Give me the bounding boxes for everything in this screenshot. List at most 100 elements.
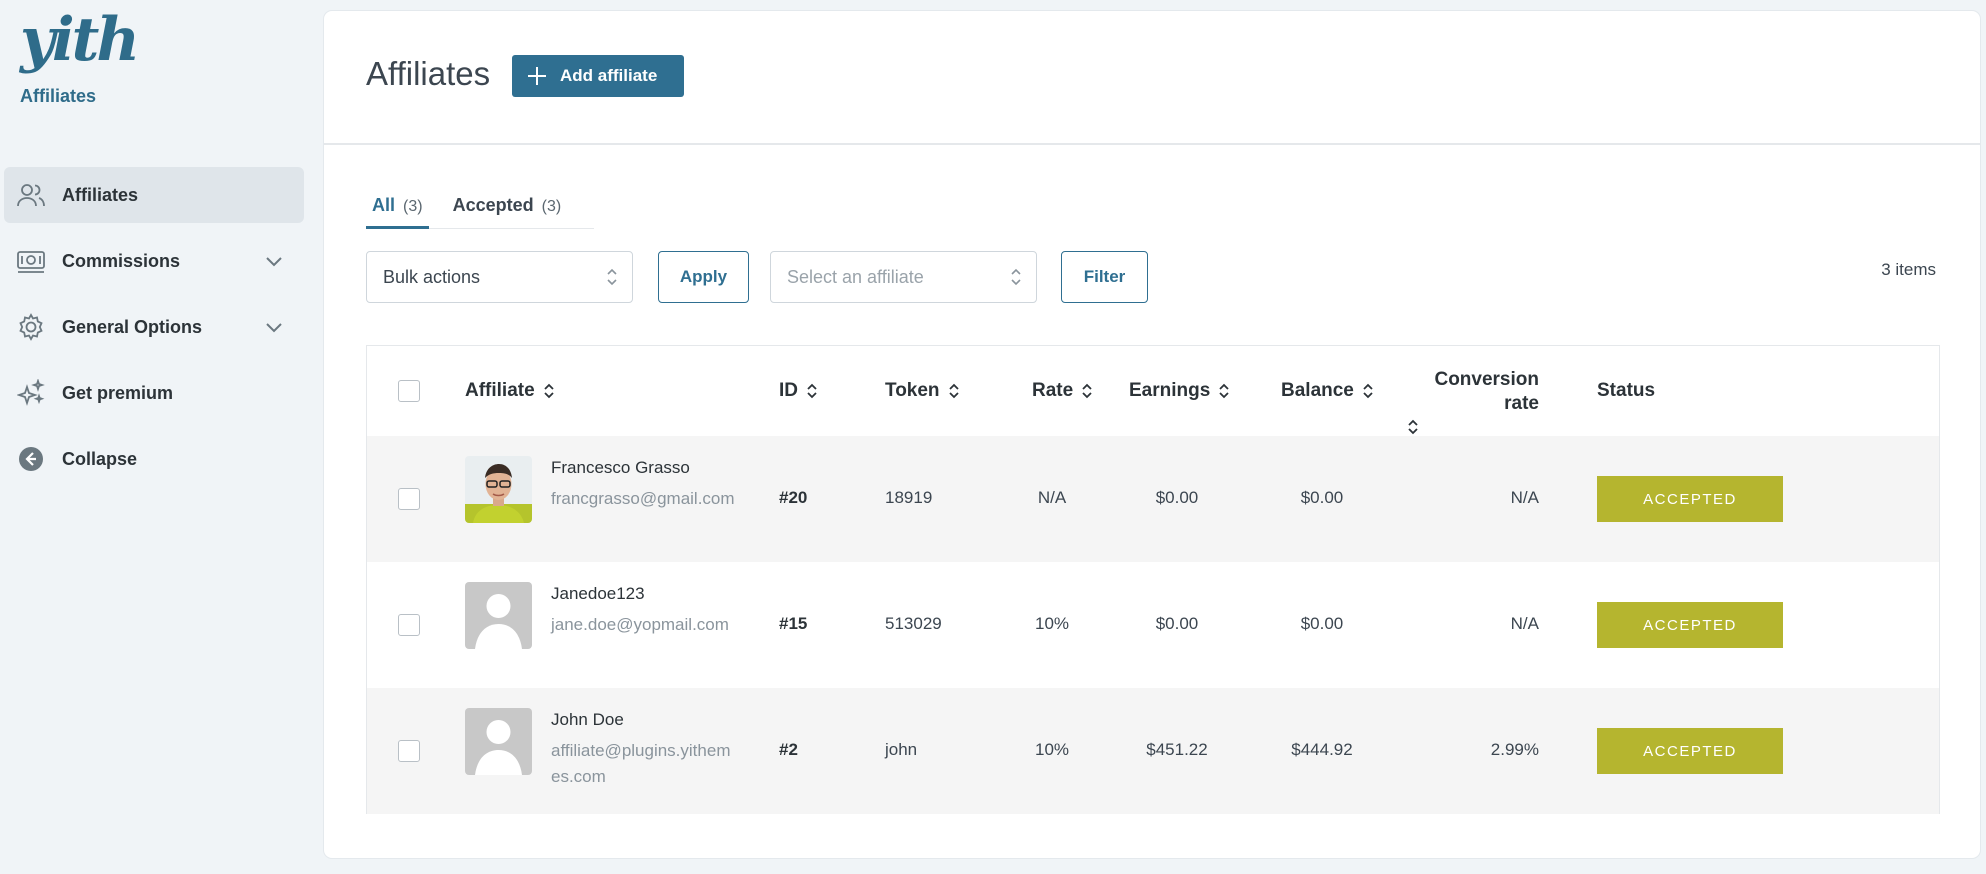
select-all-checkbox[interactable] <box>398 380 420 402</box>
items-count: 3 items <box>1881 260 1936 279</box>
column-rate[interactable]: Rate <box>1032 380 1093 402</box>
column-label: rate <box>1504 393 1539 414</box>
sidebar: yith Affiliates Affiliates Commissions <box>0 0 324 874</box>
affiliate-email: jane.doe@yopmail.com <box>551 615 729 634</box>
sort-icon <box>1407 418 1419 435</box>
column-token[interactable]: Token <box>885 380 960 402</box>
tabs: All (3) Accepted (3) <box>366 183 594 229</box>
row-checkbox[interactable] <box>398 614 420 636</box>
affiliate-email: francgrasso@gmail.com <box>551 489 735 508</box>
sort-icon <box>543 383 555 399</box>
avatar-default[interactable] <box>465 582 532 649</box>
column-label: Earnings <box>1129 380 1211 401</box>
column-affiliate[interactable]: Affiliate <box>465 380 555 402</box>
affiliate-earnings: $0.00 <box>1155 614 1199 633</box>
row-checkbox[interactable] <box>398 740 420 762</box>
page-title: Affiliates <box>366 55 491 92</box>
column-label: Affiliate <box>465 380 535 401</box>
affiliate-conversion: N/A <box>1510 614 1539 633</box>
users-icon <box>16 180 46 210</box>
gear-icon <box>16 312 46 342</box>
avatar-default[interactable] <box>465 708 532 775</box>
affiliate-token: 513029 <box>885 614 942 633</box>
table-row[interactable]: Francesco Grasso francgrasso@gmail.com #… <box>367 436 1939 562</box>
sidebar-item-collapse[interactable]: Collapse <box>4 431 304 487</box>
sidebar-item-get-premium[interactable]: Get premium <box>4 365 304 421</box>
affiliate-select[interactable]: Select an affiliate <box>770 251 1037 303</box>
main-panel: Affiliates Add affiliate All (3) Accepte… <box>324 11 1980 858</box>
affiliate-email: affiliate@plugins.yithemes.com <box>551 741 731 786</box>
logo-text: yith <box>20 5 140 75</box>
chevron-down-icon[interactable] <box>264 251 284 271</box>
add-affiliate-label: Add affiliate <box>560 66 658 85</box>
chevron-down-icon[interactable] <box>264 317 284 337</box>
sidebar-item-label: Commissions <box>62 250 181 271</box>
sort-icon <box>1218 383 1230 399</box>
filter-button[interactable]: Filter <box>1061 251 1148 303</box>
sort-icon <box>948 383 960 399</box>
sidebar-item-label: Get premium <box>62 382 174 403</box>
sidebar-item-general-options[interactable]: General Options <box>4 299 304 355</box>
tab-count: (3) <box>541 198 562 215</box>
affiliate-balance: $444.92 <box>1291 740 1353 759</box>
affiliates-table: Affiliate ID Token Rate Earnings Balance <box>366 345 1940 814</box>
sidebar-item-label: Collapse <box>62 448 138 469</box>
tab-label: Accepted <box>452 195 534 215</box>
affiliate-earnings: $0.00 <box>1155 488 1199 507</box>
affiliate-name[interactable]: Janedoe123 <box>551 584 645 603</box>
affiliate-id: #2 <box>779 740 798 759</box>
affiliate-earnings: $451.22 <box>1146 740 1208 759</box>
sort-icon <box>1081 383 1093 399</box>
select-arrows-icon <box>606 266 618 288</box>
sort-icon <box>1362 383 1374 399</box>
affiliate-name[interactable]: Francesco Grasso <box>551 458 690 477</box>
affiliate-rate: 10% <box>1034 614 1070 633</box>
affiliate-balance: $0.00 <box>1300 488 1344 507</box>
affiliate-conversion: N/A <box>1510 488 1539 507</box>
affiliate-id: #20 <box>779 488 808 507</box>
bulk-actions-select[interactable]: Bulk actions <box>366 251 633 303</box>
sidebar-nav: Affiliates Commissions General Option <box>4 167 304 497</box>
sidebar-item-commissions[interactable]: Commissions <box>4 233 304 289</box>
table-header: Affiliate ID Token Rate Earnings Balance <box>367 346 1939 436</box>
column-status: Status <box>1597 380 1655 402</box>
money-icon <box>16 246 46 276</box>
tab-label: All <box>372 195 396 215</box>
affiliate-name[interactable]: John Doe <box>551 710 624 729</box>
table-row[interactable]: Janedoe123 jane.doe@yopmail.com #15 5130… <box>367 562 1939 688</box>
apply-button[interactable]: Apply <box>658 251 749 303</box>
affiliate-conversion: 2.99% <box>1490 740 1539 759</box>
affiliate-token: john <box>885 740 918 759</box>
affiliate-select-placeholder: Select an affiliate <box>787 266 924 287</box>
plus-icon <box>528 67 546 85</box>
affiliate-token: 18919 <box>885 488 933 507</box>
avatar-photo[interactable] <box>465 456 532 523</box>
column-balance[interactable]: Balance <box>1281 380 1374 402</box>
column-id[interactable]: ID <box>779 380 818 402</box>
add-affiliate-button[interactable]: Add affiliate <box>512 55 684 97</box>
column-label: Conversion <box>1434 369 1539 390</box>
sort-icon <box>806 383 818 399</box>
tab-accepted[interactable]: Accepted (3) <box>447 183 568 228</box>
affiliate-balance: $0.00 <box>1300 614 1344 633</box>
table-row[interactable]: John Doe affiliate@plugins.yithemes.com … <box>367 688 1939 814</box>
column-earnings[interactable]: Earnings <box>1129 380 1230 402</box>
yith-logo[interactable]: yith <box>20 5 140 75</box>
page-header: Affiliates Add affiliate <box>324 11 1980 145</box>
select-arrows-icon <box>1010 266 1022 288</box>
sidebar-item-affiliates[interactable]: Affiliates <box>4 167 304 223</box>
affiliate-rate: 10% <box>1034 740 1070 759</box>
status-badge: ACCEPTED <box>1597 476 1783 522</box>
sparkle-icon <box>16 378 46 408</box>
row-checkbox[interactable] <box>398 488 420 510</box>
status-badge: ACCEPTED <box>1597 602 1783 648</box>
column-label: Token <box>885 380 940 401</box>
collapse-arrow-icon <box>16 444 46 474</box>
tab-all[interactable]: All (3) <box>366 183 429 229</box>
status-badge: ACCEPTED <box>1597 728 1783 774</box>
column-label: ID <box>779 380 798 401</box>
affiliate-rate: N/A <box>1037 488 1067 507</box>
bulk-actions-value: Bulk actions <box>383 266 481 287</box>
column-conversion-rate[interactable]: Conversion rate <box>1407 368 1539 435</box>
column-label: Rate <box>1032 380 1074 401</box>
